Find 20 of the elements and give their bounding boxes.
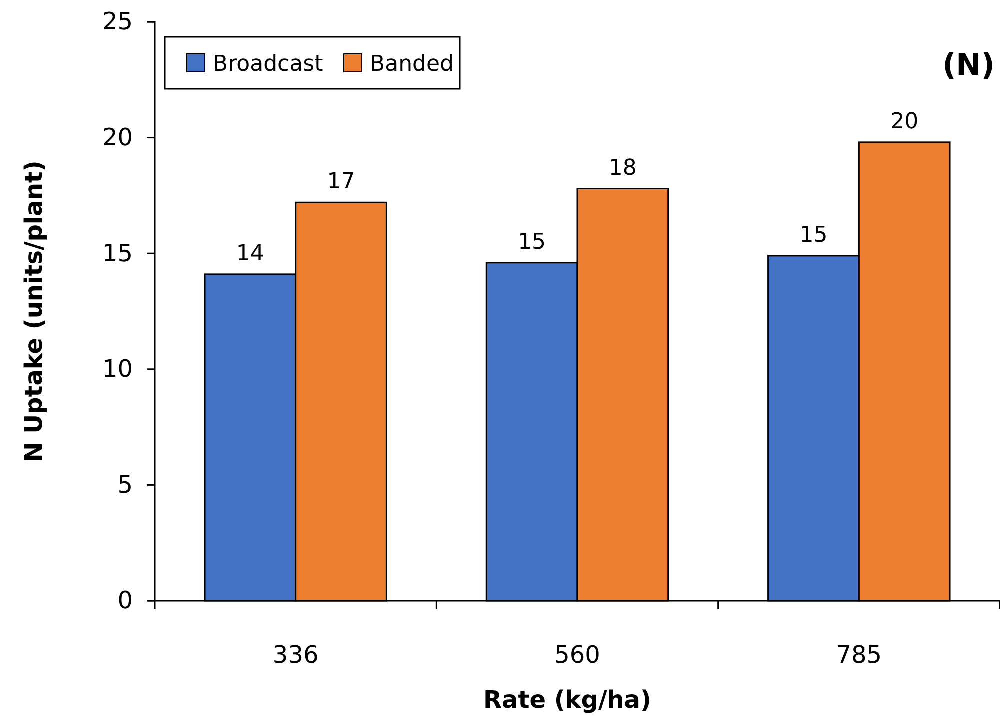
data-label: 20	[890, 109, 919, 134]
y-axis-title: N Uptake (units/plant)	[20, 160, 48, 462]
legend-label: Broadcast	[213, 52, 324, 77]
y-tick-label: 15	[102, 239, 133, 268]
data-label: 14	[236, 241, 264, 266]
data-label: 15	[800, 222, 828, 248]
x-tick-label: 336	[272, 641, 319, 669]
y-tick-label: 5	[118, 470, 133, 499]
y-tick-label: 0	[118, 586, 133, 615]
data-label: 17	[327, 170, 356, 195]
x-axis-title: Rate (kg/ha)	[484, 686, 652, 714]
data-label: 18	[608, 156, 637, 181]
x-tick-label: 785	[836, 641, 882, 669]
x-tick-label: 560	[554, 641, 600, 669]
y-tick-label: 25	[102, 8, 133, 36]
annotation: (N)	[942, 48, 995, 83]
legend-label: Banded	[370, 52, 454, 77]
data-label: 15	[518, 230, 546, 255]
y-tick-label: 20	[102, 123, 133, 152]
y-tick-label: 10	[102, 355, 133, 384]
